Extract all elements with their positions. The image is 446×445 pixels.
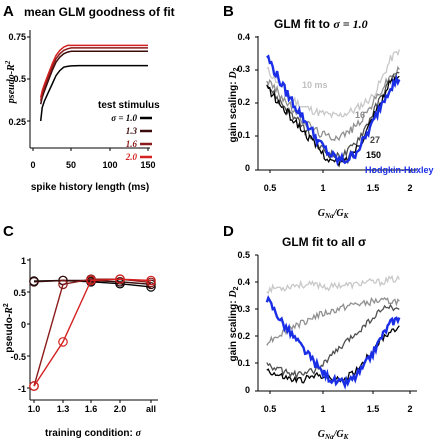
legend-entry-label: 1.6: [126, 139, 138, 149]
panel-a-ytick: 0.25: [8, 117, 26, 127]
panel-a-legend: test stimulus σ = 1.0 1.3 1.6 2.0: [98, 100, 160, 162]
panel-d-ytick: 0.1: [237, 358, 250, 368]
panel-d-ytick: 0.2: [237, 331, 250, 341]
panel-b-lines: [255, 36, 417, 173]
legend-entry-label: 2.0: [125, 152, 138, 162]
panel-a-xlabel: spike history length (ms): [31, 182, 149, 193]
panel-c-ylabel: pseudo-R2: [3, 303, 15, 353]
series-line-3: [39, 44, 148, 98]
panel-d-xlabel: GNa/GK: [318, 429, 350, 441]
series-line-0: [39, 64, 148, 122]
panel-c-xtick: 1.6: [85, 404, 98, 414]
panel-letter-a: A: [3, 3, 14, 20]
panel-d-ytick: 0.3: [237, 304, 250, 314]
panel-d: D GLM fit to all σ 0.5 0.4 0.3 0.2 0.1 0…: [223, 223, 417, 441]
panel-a-lines: [27, 30, 150, 151]
panel-d-ytick: 0.5: [237, 250, 250, 260]
panel-b-annotations: 10 ms 16 27 150 Hodgkin-Huxley: [302, 80, 434, 175]
panel-c-ytick: 0: [21, 320, 26, 330]
panel-a-ylabel: pseudo-R2: [4, 60, 17, 104]
panel-a-xtick: 0: [30, 160, 35, 170]
data-point: [146, 275, 156, 286]
panel-c-lines: [27, 258, 158, 403]
panel-b-xlabel: GNa/GK: [318, 208, 350, 220]
panel-c-ytick: -1: [18, 384, 26, 394]
data-point: [58, 337, 68, 347]
series-line-2: [266, 71, 400, 160]
data-point: [58, 279, 68, 290]
panel-b-ytick: 0.1: [237, 130, 250, 140]
series-line-0: [266, 274, 400, 295]
panel-a-xtick: 150: [140, 160, 155, 170]
panel-letter-b: B: [223, 3, 234, 20]
series-line-2: [33, 278, 152, 387]
panel-d-title: GLM fit to all σ: [282, 235, 366, 249]
data-point: [115, 276, 125, 287]
panel-b-ytick: 0.2: [237, 97, 250, 107]
panel-d-ylabel: gain scaling: D2: [228, 286, 240, 361]
panel-c: C 1 0.5 0 -0.5 -1 1.0 1.3 1.6 2.0 all tr…: [3, 223, 158, 439]
panel-c-ytick: -0.5: [10, 352, 26, 362]
panel-a-axes: 0.75 0.5 0.25 0 50 100 150 spike history…: [4, 32, 156, 193]
panel-a-xtick: 50: [66, 160, 76, 170]
panel-b-xtick: 1.5: [367, 183, 380, 193]
annotation-10ms: 10 ms: [302, 80, 328, 90]
panel-letter-c: C: [3, 223, 14, 240]
panel-a-ytick: 0.5: [13, 74, 26, 84]
panel-b-ytick: 0.4: [237, 32, 250, 42]
panel-d-xtick: 1: [320, 404, 325, 414]
series-line-4: [265, 294, 401, 390]
panel-c-xtick: 1.0: [28, 404, 41, 414]
panel-c-xlabel: training condition: σ: [45, 428, 142, 439]
annotation-16: 16: [355, 110, 365, 120]
panel-c-axes: 1 0.5 0 -0.5 -1 1.0 1.3 1.6 2.0 all trai…: [3, 256, 156, 439]
annotation-hodgkin-huxley: Hodgkin-Huxley: [365, 165, 434, 175]
series-line-2: [266, 303, 400, 381]
panel-b-xtick: 1: [320, 183, 325, 193]
panel-c-ytick: 1: [21, 256, 26, 266]
panel-b-ytick: 0: [245, 163, 250, 173]
data-point: [86, 275, 96, 286]
panel-c-xtick: 1.3: [57, 404, 70, 414]
legend-entry-label: 1.3: [126, 126, 138, 136]
panel-c-xtick: 2.0: [114, 404, 127, 414]
panel-b-xtick: 2: [407, 183, 412, 193]
panel-d-ytick: 0.4: [237, 277, 250, 287]
panel-d-lines: [255, 254, 417, 394]
panel-a-title: mean GLM goodness of fit: [24, 5, 175, 19]
series-line-4: [266, 54, 401, 167]
annotation-27: 27: [370, 135, 380, 145]
series-line-1: [39, 50, 148, 105]
annotation-150: 150: [366, 150, 381, 160]
panel-a: A mean GLM goodness of fit 0.75 0.5 0.25…: [3, 3, 175, 193]
panel-d-xtick: 0.5: [264, 404, 277, 414]
data-point: [146, 282, 156, 292]
series-line-3: [266, 75, 400, 168]
panel-a-xtick: 100: [102, 160, 117, 170]
panel-b-title: GLM fit to σ = 1.0: [274, 17, 368, 31]
data-point: [29, 276, 39, 287]
panel-d-ytick: 0: [245, 385, 250, 395]
series-line-1: [266, 65, 400, 142]
legend-entry-label: σ = 1.0: [111, 113, 137, 123]
data-point: [29, 381, 39, 391]
panel-letter-d: D: [223, 223, 234, 240]
panel-b-ytick: 0.3: [237, 64, 250, 74]
panel-d-axes: 0.5 0.4 0.3 0.2 0.1 0 0.5 1 1.5 2 gain s…: [228, 250, 413, 441]
panel-c-xtick: all: [146, 404, 156, 414]
panel-c-ytick: 0.5: [13, 288, 26, 298]
panel-d-xtick: 1.5: [367, 404, 380, 414]
data-point: [115, 274, 125, 284]
panel-b-xtick: 0.5: [264, 183, 277, 193]
panel-b-ylabel: gain scaling: D2: [228, 67, 240, 142]
panel-b: B GLM fit to σ = 1.0 0.4 0.3 0.2 0.1 0 0…: [223, 3, 434, 220]
series-line-2: [39, 47, 148, 101]
legend-title: test stimulus: [98, 100, 160, 111]
panel-b-axes: 0.4 0.3 0.2 0.1 0 0.5 1 1.5 2 gain scali…: [228, 32, 413, 220]
panel-a-ytick: 0.75: [8, 32, 26, 42]
series-line-3: [33, 278, 152, 387]
series-line-3: [266, 325, 400, 384]
panel-d-xtick: 2: [407, 404, 412, 414]
